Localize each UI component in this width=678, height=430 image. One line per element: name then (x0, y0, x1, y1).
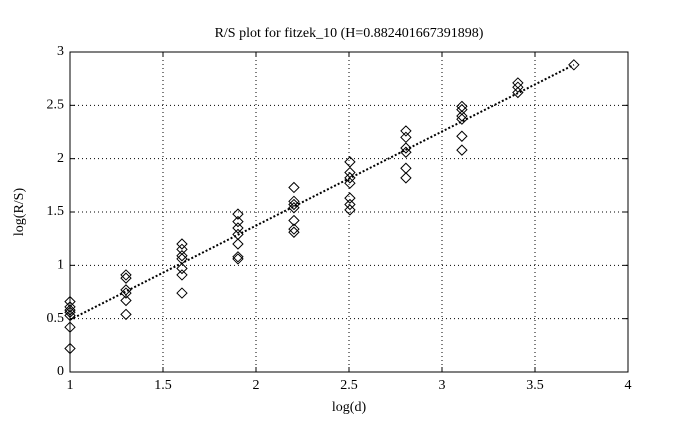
point (456, 113, 468, 125)
point (400, 172, 412, 184)
point (512, 81, 524, 93)
point (512, 77, 524, 89)
point (232, 251, 244, 263)
point (456, 100, 468, 113)
point (120, 272, 132, 284)
point (176, 262, 188, 275)
point (64, 304, 76, 316)
point (176, 250, 188, 262)
point (120, 308, 132, 321)
point (288, 226, 300, 238)
point (456, 144, 468, 156)
x-tick-label: 2 (253, 378, 260, 393)
fit-line (69, 63, 575, 321)
y-axis-label: log(R/S) (12, 188, 27, 237)
chart-title: R/S plot for fitzek_10 (H=0.882401667391… (215, 26, 484, 41)
point (64, 301, 76, 313)
point (400, 162, 412, 174)
y-tick-label: 2.5 (47, 98, 65, 113)
y-tick-label: 1.5 (47, 204, 65, 219)
point (288, 202, 300, 214)
point (232, 238, 244, 250)
point (456, 130, 468, 142)
point (176, 238, 188, 250)
y-tick-label: 0.5 (47, 311, 65, 326)
y-tick-label: 3 (57, 44, 64, 59)
point (176, 269, 188, 281)
point (344, 198, 356, 211)
x-tick-label: 1.5 (154, 378, 172, 393)
point (64, 306, 76, 318)
y-tick-label: 0 (57, 364, 64, 379)
point (288, 223, 300, 235)
point (120, 269, 132, 281)
point (456, 103, 468, 116)
point (120, 284, 132, 296)
point (232, 222, 244, 234)
x-tick-label: 1 (67, 378, 74, 393)
point (344, 177, 356, 189)
point (288, 198, 300, 211)
x-axis-label: log(d) (332, 400, 367, 415)
point (400, 125, 412, 137)
point (64, 321, 76, 333)
x-tick-label: 4 (625, 378, 632, 393)
y-tick-label: 2 (57, 151, 64, 166)
point (400, 142, 412, 154)
point (176, 287, 188, 299)
x-tick-label: 2.5 (340, 378, 358, 393)
plot-frame (69, 51, 629, 373)
point (232, 253, 244, 265)
point (232, 215, 244, 228)
point (120, 294, 132, 307)
point (344, 192, 356, 204)
point (344, 204, 356, 216)
x-tick-label: 3 (439, 378, 446, 393)
point (568, 59, 580, 71)
point (400, 131, 412, 144)
point (232, 208, 244, 220)
point (64, 342, 76, 355)
y-tick-label: 1 (57, 258, 64, 273)
point (288, 214, 300, 227)
x-tick-label: 3.5 (526, 378, 544, 393)
point (120, 287, 132, 299)
point (288, 195, 300, 208)
point (288, 181, 300, 194)
point (64, 309, 76, 322)
point (456, 110, 468, 122)
